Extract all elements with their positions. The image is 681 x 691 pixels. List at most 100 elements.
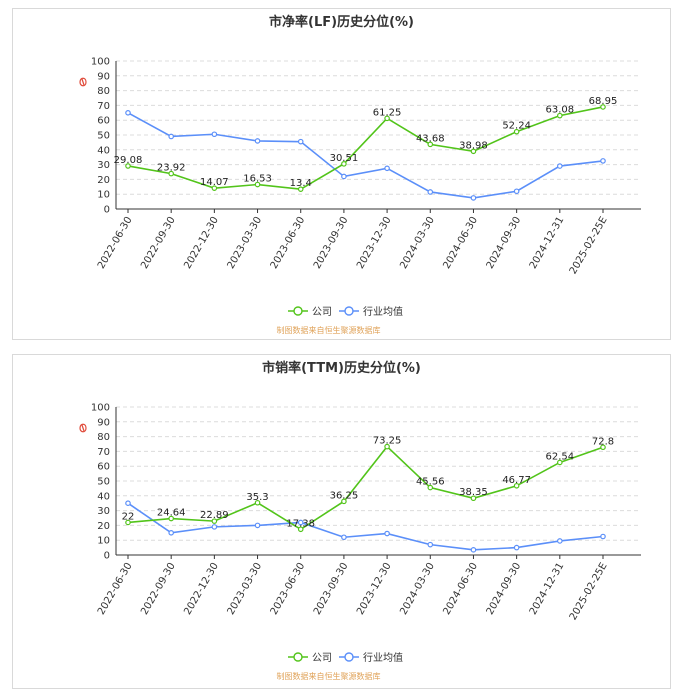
data-label: 52.24 [502,121,531,132]
y-tick-label: 50 [97,131,110,142]
data-label: 17.38 [286,518,315,529]
data-label: 38.98 [459,140,488,151]
data-point-company [254,499,261,506]
data-point-industry [600,533,606,540]
y-tick-label: 70 [97,447,110,458]
x-tick-label: 2023-12-30 [355,215,394,271]
y-tick-label: 70 [97,101,110,112]
source-note: 制图数据来自恒生聚源数据库 [277,671,381,681]
data-point-company [470,495,477,502]
data-label: 72.8 [592,436,614,447]
x-tick-label: 2022-09-30 [139,561,178,617]
x-tick-label: 2024-12-31 [528,215,567,271]
data-point-company [341,498,347,505]
data-point-company [297,526,304,533]
y-tick-label: 0 [104,205,110,216]
pb-percentile-chart: 市净率(LF)历史分位(%) 0 10 20 30 40 50 60 70 80 90 100 2022… [79,14,641,335]
series-line-company [127,445,604,531]
legend-industry-marker [344,652,354,662]
data-label: 63.08 [545,105,574,116]
data-point-industry [297,138,304,145]
y-tick-label: 40 [97,145,110,156]
y-tick-label: 60 [97,462,110,473]
data-point-industry [254,138,261,144]
y-tick-label: 50 [97,477,110,488]
data-label: 68.95 [589,96,618,107]
data-point-company [513,482,520,489]
data-point-company [513,128,520,135]
data-point-company [297,186,304,192]
data-point-industry [470,547,477,553]
data-point-industry [125,110,131,116]
data-label: 61.25 [373,107,402,118]
data-point-company [254,181,261,188]
x-tick-label: 2022-06-30 [96,561,135,617]
x-tick-label: 2024-12-31 [528,561,567,617]
y-tick-label: 30 [97,506,110,517]
source-note: 制图数据来自恒生聚源数据库 [277,325,381,335]
y-tick-label: 20 [97,175,110,186]
x-tick-label: 2024-09-30 [485,561,524,617]
series-line-industry [127,502,604,551]
data-label: 43.68 [416,133,445,144]
data-label: 62.54 [545,451,574,462]
data-point-industry [513,544,520,551]
data-label: 46.77 [502,475,531,486]
legend-company-label: 公司 [312,307,332,318]
y-tick-label: 30 [97,160,110,171]
y-tick-label: 80 [97,86,110,97]
data-point-company [557,112,563,119]
series-line-company [127,106,604,190]
y-tick-label: 80 [97,432,110,443]
y-tick-label: 90 [97,417,110,428]
data-point-industry [341,173,347,180]
data-point-company [125,519,131,526]
unit-icon-ring [79,423,87,433]
y-tick-label: 40 [97,491,110,502]
data-point-industry [557,163,563,169]
data-point-company [600,104,606,110]
x-tick-label: 2024-06-30 [441,561,480,617]
data-point-company [168,515,174,522]
y-axis-unit-icon [79,423,87,433]
x-tick-label: 2022-12-30 [182,215,221,271]
x-tick-label: 2023-06-30 [269,215,308,271]
legend-industry-label: 行业均值 [363,651,403,664]
data-point-company [557,459,563,466]
data-label: 45.56 [416,477,445,488]
y-tick-label: 100 [91,57,110,68]
data-point-company [211,518,218,524]
data-label: 22 [122,511,135,522]
data-point-industry [600,158,606,164]
data-point-industry [384,530,390,537]
data-point-company [384,115,390,122]
data-point-company [211,185,218,191]
y-tick-label: 0 [104,551,110,562]
y-tick-label: 10 [97,190,110,201]
data-label: 22.89 [200,510,229,521]
data-point-company [427,484,434,491]
legend-industry-label: 行业均值 [363,305,403,318]
legend: 公司 行业均值 [288,305,403,318]
y-axis-unit-icon [79,77,87,87]
data-point-industry [168,530,174,536]
data-label: 29.08 [114,155,143,166]
y-tick-label: 60 [97,116,110,127]
data-point-company [470,148,477,155]
data-point-industry [211,524,218,530]
x-tick-label: 2023-09-30 [312,215,351,271]
data-point-industry [384,165,390,172]
legend-industry-marker [344,306,354,316]
ps-percentile-chart-panel: 市销率(TTM)历史分位(%) 0 10 20 30 40 50 60 70 80 90 100 202… [12,354,671,689]
data-point-company [600,444,606,451]
unit-icon-ring [79,77,87,87]
data-point-industry [125,500,131,507]
y-tick-label: 90 [97,71,110,82]
chart-title: 市销率(TTM)历史分位(%) [262,360,421,376]
data-label: 30.51 [330,153,359,164]
data-point-company [125,163,131,169]
data-point-industry [427,189,434,195]
x-tick-label: 2023-03-30 [226,215,265,271]
legend: 公司 行业均值 [288,651,403,664]
legend-company-marker [293,652,303,662]
